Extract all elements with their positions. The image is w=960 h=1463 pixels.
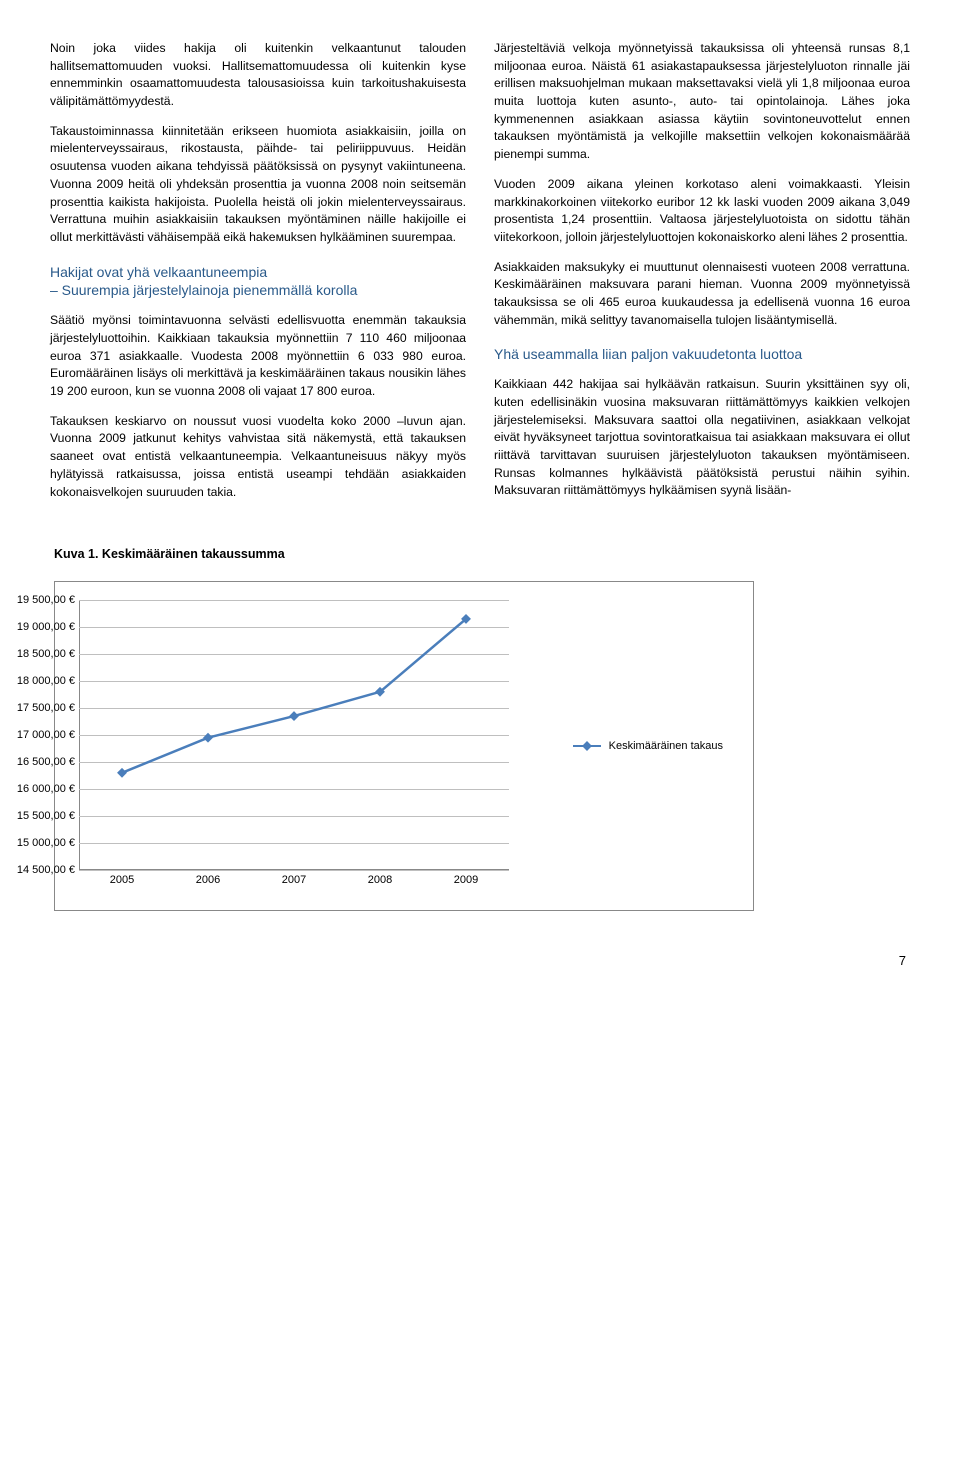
y-tick-label: 19 500,00 € xyxy=(17,594,75,606)
y-tick-label: 17 500,00 € xyxy=(17,702,75,714)
chart-legend: Keskimääräinen takaus xyxy=(573,740,723,752)
y-tick-label: 17 000,00 € xyxy=(17,729,75,741)
y-tick-label: 18 500,00 € xyxy=(17,648,75,660)
x-tick-label: 2005 xyxy=(110,874,134,886)
chart-title: Kuva 1. Keskimääräinen takaussumma xyxy=(54,547,910,561)
body-paragraph: Vuoden 2009 aikana yleinen korkotaso ale… xyxy=(494,176,910,247)
body-paragraph: Järjesteltäviä velkoja myönnetyissä taka… xyxy=(494,40,910,164)
y-tick-label: 16 000,00 € xyxy=(17,783,75,795)
y-tick-label: 18 000,00 € xyxy=(17,675,75,687)
x-tick-label: 2007 xyxy=(282,874,306,886)
section-subheading: Yhä useammalla liian paljon vakuudetonta… xyxy=(494,345,910,364)
legend-label: Keskimääräinen takaus xyxy=(609,740,723,752)
body-paragraph: Säätiö myönsi toimintavuonna selvästi ed… xyxy=(50,312,466,400)
x-tick-label: 2009 xyxy=(454,874,478,886)
section-subheading: Hakijat ovat yhä velkaantuneempia – Suur… xyxy=(50,263,466,301)
y-tick-label: 19 000,00 € xyxy=(17,621,75,633)
left-column: Noin joka viides hakija oli kuitenkin ve… xyxy=(50,40,466,513)
x-tick-label: 2008 xyxy=(368,874,392,886)
y-tick-label: 16 500,00 € xyxy=(17,756,75,768)
body-paragraph: Takaustoiminnassa kiinnitetään erikseen … xyxy=(50,123,466,247)
right-column: Järjesteltäviä velkoja myönnetyissä taka… xyxy=(494,40,910,513)
body-paragraph: Noin joka viides hakija oli kuitenkin ve… xyxy=(50,40,466,111)
x-tick-label: 2006 xyxy=(196,874,220,886)
y-tick-label: 15 500,00 € xyxy=(17,810,75,822)
chart-plot-area: 14 500,00 €15 000,00 €15 500,00 €16 000,… xyxy=(79,600,509,870)
subheading-line: Hakijat ovat yhä velkaantuneempia xyxy=(50,264,267,280)
subheading-line: – Suurempia järjestelylainoja pienemmäll… xyxy=(50,282,357,298)
x-axis-labels: 2005 2006 2007 2008 2009 xyxy=(79,874,509,892)
body-paragraph: Asiakkaiden maksukyky ei muuttunut olenn… xyxy=(494,259,910,330)
y-tick-label: 14 500,00 € xyxy=(17,864,75,876)
grid-line xyxy=(79,870,509,871)
two-column-layout: Noin joka viides hakija oli kuitenkin ve… xyxy=(50,40,910,513)
legend-swatch-icon xyxy=(573,745,601,747)
chart-line xyxy=(79,600,509,870)
body-paragraph: Kaikkiaan 442 hakijaa sai hylkäävän ratk… xyxy=(494,376,910,500)
y-tick-label: 15 000,00 € xyxy=(17,837,75,849)
line-chart: 14 500,00 €15 000,00 €15 500,00 €16 000,… xyxy=(54,581,754,911)
page-number: 7 xyxy=(50,953,910,968)
y-axis-labels: 14 500,00 €15 000,00 €15 500,00 €16 000,… xyxy=(0,600,75,870)
body-paragraph: Takauksen keskiarvo on noussut vuosi vuo… xyxy=(50,413,466,501)
